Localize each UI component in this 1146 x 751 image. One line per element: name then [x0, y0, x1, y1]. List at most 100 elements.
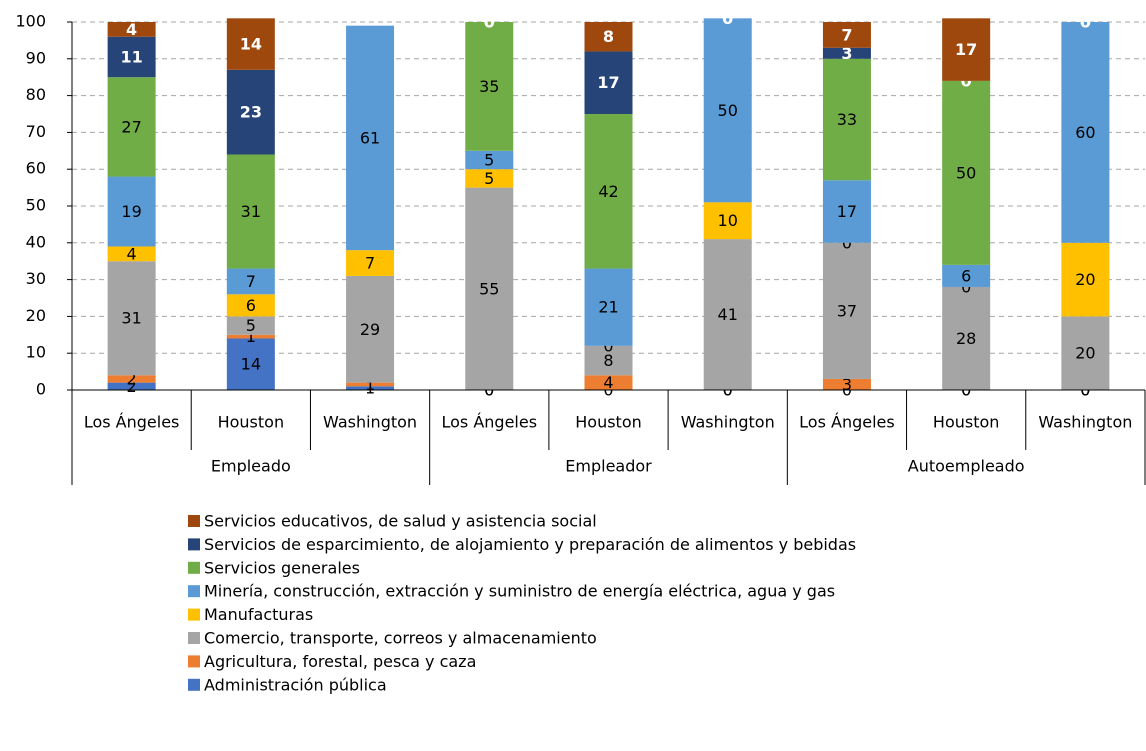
- data-label: 19: [121, 202, 141, 221]
- bar-segment: [822, 242, 871, 379]
- data-label: 21: [598, 298, 618, 317]
- data-label: 2: [127, 377, 137, 396]
- data-label: 60: [1075, 123, 1095, 142]
- data-label: 7: [841, 25, 852, 44]
- group-label: Empleado: [211, 457, 291, 476]
- data-label: 5: [484, 169, 494, 188]
- y-tick-label: 100: [15, 12, 46, 31]
- bar-segment: [822, 47, 871, 59]
- bar-segment: [346, 250, 395, 276]
- y-tick-label: 30: [26, 269, 46, 288]
- data-label: 6: [961, 266, 971, 285]
- data-label: 17: [597, 73, 619, 92]
- bar-segment: [822, 180, 871, 243]
- bar-segment: [107, 176, 156, 247]
- y-tick-label: 80: [26, 85, 46, 104]
- data-label: 0: [484, 13, 495, 32]
- bar-segment: [226, 334, 275, 339]
- bar-segment: [346, 25, 395, 251]
- legend-label: Servicios generales: [204, 558, 360, 577]
- data-label: 0: [1080, 13, 1090, 32]
- bar-segment: [107, 382, 156, 390]
- bar-segment: [226, 338, 275, 390]
- data-label: 7: [365, 254, 375, 273]
- bar-segment: [226, 268, 275, 295]
- bar-segment: [822, 58, 871, 181]
- y-tick-label: 90: [26, 48, 46, 67]
- y-tick-label: 70: [26, 122, 46, 141]
- data-label: 42: [598, 182, 618, 201]
- x-tick-label: Los Ángeles: [441, 413, 537, 432]
- data-label: 6: [246, 296, 256, 315]
- bar-segment: [942, 264, 991, 287]
- data-label: 11: [120, 47, 142, 66]
- bar-segment: [107, 261, 156, 376]
- data-label: 33: [837, 110, 857, 129]
- bar-segment: [107, 246, 156, 262]
- bar-segment: [942, 18, 991, 81]
- data-label: 3: [841, 44, 852, 63]
- bar-segment: [346, 382, 395, 387]
- data-label: 0: [722, 9, 733, 28]
- legend-swatch: [188, 608, 200, 621]
- data-label: 0: [723, 9, 733, 28]
- y-tick-label: 20: [26, 306, 46, 325]
- data-label: 4: [126, 20, 137, 39]
- data-label: 17: [837, 202, 857, 221]
- x-tick-label: Washington: [681, 413, 775, 432]
- bar-segment: [703, 202, 752, 240]
- data-label: 1: [246, 327, 256, 346]
- data-label: 23: [240, 103, 262, 122]
- legend-label: Comercio, transporte, correos y almacena…: [204, 629, 597, 648]
- data-label: 50: [718, 101, 738, 120]
- bar-segment: [465, 150, 514, 170]
- bar-segment: [226, 18, 275, 70]
- bar-segment: [584, 51, 633, 114]
- legend-label: Administración pública: [204, 675, 387, 694]
- legend-swatch: [188, 538, 200, 551]
- data-label: 61: [360, 128, 380, 147]
- x-tick-label: Washington: [323, 413, 417, 432]
- bar-segment: [107, 375, 156, 383]
- data-label: 10: [718, 211, 738, 230]
- bar-segment: [942, 286, 991, 390]
- bar-segment: [584, 114, 633, 269]
- bar-segment: [465, 22, 514, 151]
- bar-segment: [822, 22, 871, 48]
- legend-swatch: [188, 515, 200, 527]
- legend-label: Servicios educativos, de salud y asisten…: [204, 512, 597, 531]
- bar-segment: [703, 18, 752, 203]
- data-label: 8: [603, 351, 613, 370]
- data-label: 5: [484, 151, 494, 170]
- legend-label: Servicios de esparcimiento, de alojamien…: [204, 535, 856, 554]
- data-label: 14: [240, 35, 262, 54]
- data-label: 0: [1080, 13, 1091, 32]
- bar-segment: [107, 77, 156, 177]
- legend-swatch: [188, 632, 200, 644]
- data-label: 4: [603, 373, 613, 392]
- bar-segment: [584, 268, 633, 346]
- data-label: 2: [127, 369, 137, 388]
- bar-segment: [465, 169, 514, 188]
- bar-segment: [584, 22, 633, 52]
- bar-segment: [107, 36, 156, 78]
- y-tick-label: 50: [26, 196, 46, 215]
- bar-segment: [465, 187, 514, 390]
- data-label: 0: [484, 13, 495, 32]
- data-label: 1: [365, 375, 375, 394]
- data-label: 41: [718, 305, 738, 324]
- data-label: 20: [1075, 344, 1095, 363]
- data-label: 14: [241, 355, 261, 374]
- bar-segment: [1061, 316, 1110, 390]
- legend-swatch: [188, 585, 200, 598]
- bar-segment: [703, 239, 752, 390]
- data-label: 5: [246, 316, 256, 335]
- x-tick-label: Houston: [933, 413, 1000, 432]
- data-label: 37: [837, 301, 857, 320]
- legend-swatch: [188, 561, 200, 574]
- data-label: 17: [955, 40, 977, 59]
- data-label: 29: [360, 320, 380, 339]
- bar-segment: [584, 345, 633, 376]
- bar-segment: [226, 69, 275, 155]
